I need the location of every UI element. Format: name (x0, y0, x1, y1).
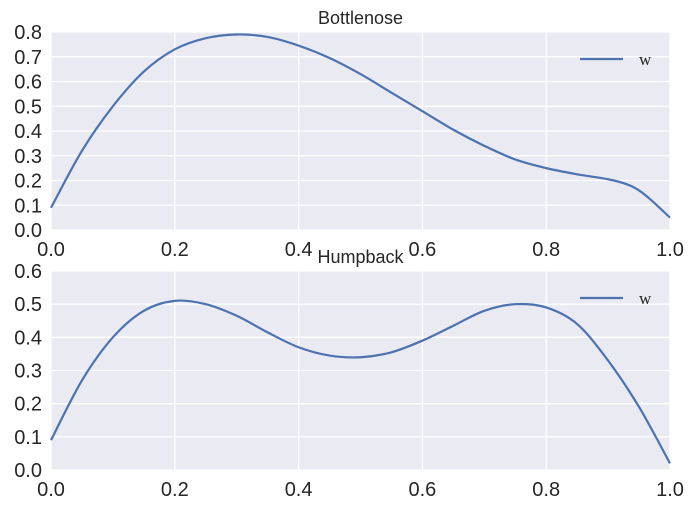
humpback-panel: 0.0 0.2 0.4 0.6 0.8 1.0 0.0 0.1 0.2 0.3 0.4 0.5 0.6 w… (14, 247, 684, 501)
humpback-x-tick-label: 0.2 (161, 479, 189, 501)
bottlenose-x-tick-label: 0.0 (37, 239, 65, 261)
humpback-legend-label: w (639, 289, 652, 308)
bottlenose-x-tick-label: 0.8 (532, 239, 560, 261)
humpback-y-tick-label: 0.2 (14, 394, 42, 416)
humpback-y-tick-label: 0.5 (14, 294, 42, 316)
humpback-x-tick-label: 0.8 (532, 479, 560, 501)
bottlenose-y-tick-label: 0.8 (14, 22, 42, 44)
bottlenose-x-tick-label: 0.2 (161, 239, 189, 261)
humpback-y-tick-label: 0.6 (14, 261, 42, 283)
humpback-x-tick-label: 0.4 (285, 479, 313, 501)
bottlenose-y-tick-label: 0.6 (14, 72, 42, 94)
humpback-chart-title: Humpback (317, 247, 404, 267)
bottlenose-panel: 0.0 0.2 0.4 0.6 0.8 1.00.00.10.20.30.40.50.60… (14, 8, 684, 261)
bottlenose-series-line-w (50, 33, 671, 219)
bottlenose-y-tick-label: 0.4 (14, 121, 42, 143)
bottlenose-y-tick-label: 0.7 (14, 47, 42, 69)
bottlenose-legend-label: w (639, 50, 652, 69)
bottlenose-y-tick-label: 0.3 (14, 146, 42, 168)
bottlenose-x-tick-label: 0.4 (285, 239, 313, 261)
humpback-y-tick-label: 0.0 (14, 460, 42, 482)
humpback-x-tick-label: 0.6 (408, 479, 436, 501)
humpback-y-tick-label: 0.4 (14, 327, 42, 349)
bottlenose-y-tick-label: 0.5 (14, 96, 42, 118)
humpback-y-tick-label: 0.1 (14, 427, 42, 449)
bottlenose-x-tick-label: 1.0 (656, 239, 684, 261)
bottlenose-y-tick-label: 0.0 (14, 220, 42, 242)
bottlenose-chart-title: Bottlenose (318, 8, 403, 28)
humpback-x-tick-label: 0.0 (37, 479, 65, 501)
bottlenose-y-tick-label: 0.1 (14, 195, 42, 217)
humpback-x-tick-label: 1.0 (656, 479, 684, 501)
bottlenose-x-tick-label: 0.6 (408, 239, 436, 261)
bottlenose-y-tick-label: 0.2 (14, 171, 42, 193)
humpback-y-tick-label: 0.3 (14, 361, 42, 383)
humpback-series-line-w (50, 299, 671, 464)
